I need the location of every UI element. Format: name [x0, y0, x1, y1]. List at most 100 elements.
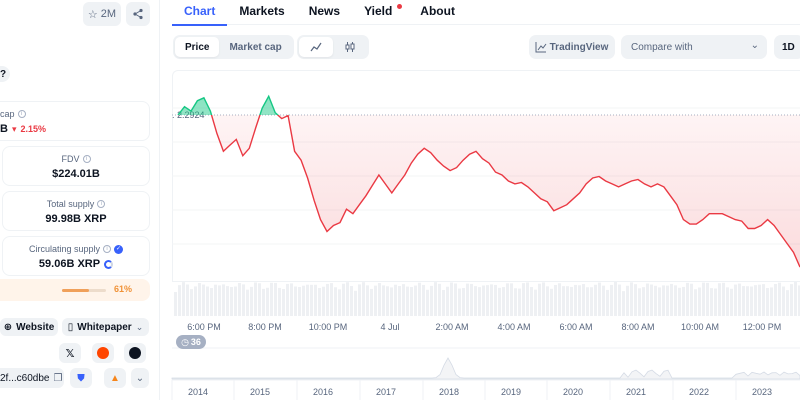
volume-bar — [422, 284, 425, 316]
volume-bar — [526, 282, 529, 316]
candle-chart-button[interactable] — [333, 37, 367, 57]
info-toggle[interactable]: ? — [0, 66, 10, 82]
volume-bar — [294, 286, 297, 316]
time-axis: 6:00 PM 8:00 PM 10:00 PM 4 Jul 2:00 AM 4:00 A… — [187, 322, 781, 332]
fdv-label: FDV — [61, 154, 80, 164]
volume-bar — [582, 284, 585, 316]
volume-bar — [290, 283, 293, 316]
fdv-card: FDV i $224.01B — [2, 146, 150, 186]
market-cap-toggle[interactable]: Market cap — [229, 41, 282, 53]
tab-news[interactable]: News — [308, 4, 341, 18]
chart-metric-toggle: Price Market cap — [173, 35, 294, 59]
info-icon[interactable]: i — [17, 110, 26, 118]
website-label: Website — [16, 321, 55, 333]
volume-bar — [494, 284, 497, 316]
volume-bar — [470, 283, 473, 316]
tab-chart[interactable]: Chart — [172, 0, 228, 26]
volume-bar — [214, 284, 217, 316]
info-icon[interactable]: i — [82, 155, 91, 163]
volume-bar — [710, 288, 713, 316]
star-icon: ☆ — [87, 8, 98, 21]
volume-bar — [334, 287, 337, 316]
globe-icon: ⊕ — [3, 321, 13, 333]
contract-address-chip[interactable]: 2f...c60dbe ❐ — [0, 368, 64, 388]
website-button[interactable]: ⊕ Website — [0, 318, 58, 336]
x-twitter-button[interactable]: 𝕏 — [59, 343, 81, 363]
year-tick-label: 2021 — [626, 387, 646, 397]
volume-bar — [758, 284, 761, 316]
github-button[interactable] — [124, 343, 146, 363]
volume-bar — [442, 290, 445, 316]
info-icon[interactable]: i — [103, 245, 112, 253]
volume-bar — [446, 286, 449, 316]
volume-bar — [314, 284, 317, 316]
volume-bar — [534, 289, 537, 316]
chevron-down-icon: ⌄ — [135, 321, 144, 332]
volume-bar — [522, 283, 525, 316]
whitepaper-label: Whitepaper — [77, 321, 132, 333]
wallet-button-metamask[interactable]: ▲ — [104, 368, 126, 388]
chart-type-toggle — [297, 35, 369, 59]
line-chart-button[interactable] — [299, 37, 333, 57]
volume-bar — [658, 287, 661, 316]
compare-with-select[interactable]: Compare with ⌄ — [621, 35, 767, 59]
volume-bar — [198, 282, 201, 316]
volume-bar — [374, 285, 377, 316]
tradingview-button[interactable]: TradingView — [529, 35, 615, 59]
copy-icon[interactable]: ❐ — [53, 372, 63, 384]
volume-bar — [798, 285, 800, 316]
history-navigator[interactable] — [171, 347, 800, 381]
zoom-badge[interactable]: ◷ 36 — [176, 335, 206, 349]
volume-bar — [770, 287, 773, 316]
tab-yield[interactable]: Yield — [352, 0, 408, 25]
wallet-button-shield[interactable]: ⛊ — [70, 368, 92, 388]
volume-bar — [726, 287, 729, 316]
tab-markets[interactable]: Markets — [239, 4, 285, 18]
volume-bar — [614, 282, 617, 316]
volume-bar — [358, 284, 361, 316]
volume-bar — [390, 287, 393, 316]
year-tick-label: 2020 — [563, 387, 583, 397]
zoom-badge-value: 36 — [190, 337, 201, 347]
volume-bar — [706, 282, 709, 316]
volume-bar — [530, 287, 533, 316]
share-button[interactable] — [126, 2, 150, 26]
volume-bar — [778, 282, 781, 316]
volume-bar — [774, 284, 777, 316]
volume-bar — [602, 285, 605, 316]
volume-bar — [382, 285, 385, 316]
fox-icon: ▲ — [110, 372, 120, 384]
tab-about[interactable]: About — [420, 4, 455, 18]
volume-bar — [578, 285, 581, 316]
volume-band — [174, 282, 800, 316]
time-range-1d-button[interactable]: 1D — [774, 35, 800, 59]
time-tick-label: 2:00 AM — [435, 322, 468, 332]
volume-bar — [598, 282, 601, 316]
info-icon[interactable]: i — [97, 200, 106, 208]
volume-bar — [434, 282, 437, 316]
volume-bar — [310, 284, 313, 316]
year-tick-label: 2014 — [188, 387, 208, 397]
whitepaper-button[interactable]: ▯ Whitepaper ⌄ — [62, 318, 149, 336]
volume-bar — [466, 283, 469, 316]
volume-bar — [642, 287, 645, 316]
more-wallets-button[interactable]: ⌄ — [131, 368, 149, 388]
total-supply-label: Total supply — [46, 199, 95, 209]
reddit-button[interactable] — [92, 343, 114, 363]
volume-bar — [378, 283, 381, 316]
year-tick-label: 2019 — [501, 387, 521, 397]
volume-bar — [502, 287, 505, 316]
volume-bar — [462, 288, 465, 316]
volume-bar — [394, 284, 397, 316]
volume-bar — [638, 288, 641, 316]
volume-bar — [666, 285, 669, 316]
watchlist-button[interactable]: ☆ 2M — [83, 2, 121, 26]
volume-bar — [182, 282, 185, 316]
volume-bar — [362, 282, 365, 316]
coin-stats-panel: ☆ 2M ? cap i B ▾ 2.15% FDV i $224.01B Tot… — [0, 0, 160, 400]
volume-bar — [250, 286, 253, 316]
volume-bar — [486, 285, 489, 316]
price-toggle[interactable]: Price — [175, 37, 220, 57]
volume-bar — [398, 285, 401, 316]
